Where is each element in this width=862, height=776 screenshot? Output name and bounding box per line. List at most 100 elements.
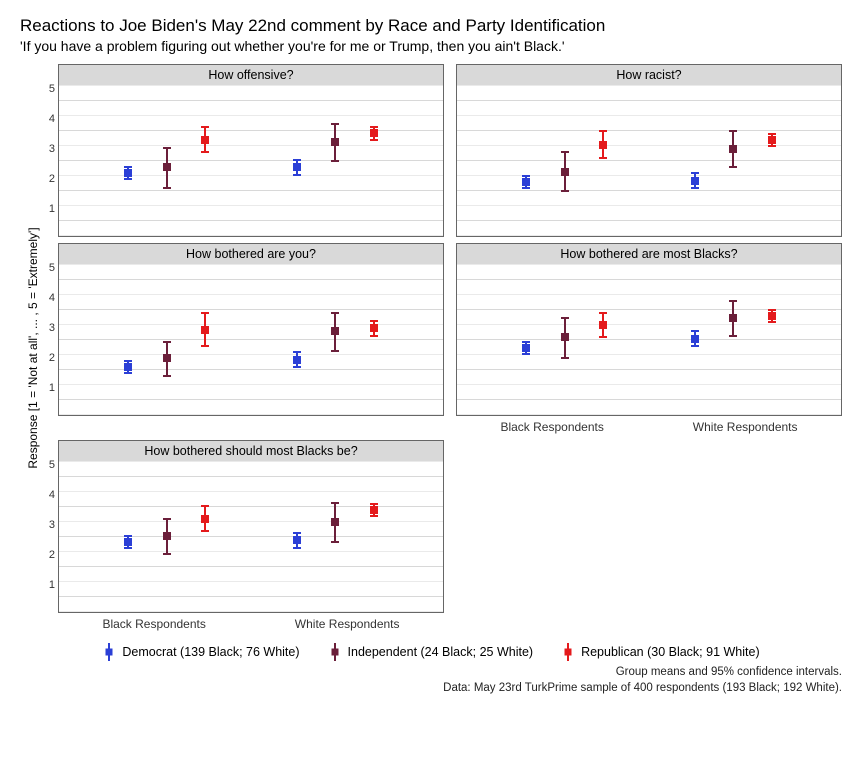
mean-marker: [163, 354, 171, 362]
panel-strip-title: How offensive?: [59, 65, 443, 86]
panel-strip-title: How bothered are most Blacks?: [457, 244, 841, 265]
y-tick-label: 3: [49, 143, 59, 155]
legend-marker-dot: [565, 649, 572, 656]
ci-cap: [522, 353, 530, 355]
ci-cap: [293, 174, 301, 176]
panel-plot-area: 12345: [59, 265, 443, 415]
mean-marker: [201, 515, 209, 523]
ci-cap: [729, 130, 737, 132]
mean-marker: [331, 518, 339, 526]
ci-cap: [331, 312, 339, 314]
gridline-minor: [457, 294, 841, 295]
ci-cap: [729, 300, 737, 302]
gridline-minor: [457, 354, 841, 355]
gridline-minor: [59, 115, 443, 116]
x-axis: Black Respondents White Respondents: [456, 416, 842, 434]
gridline-major: [457, 100, 841, 101]
panel: How offensive?12345: [58, 64, 444, 237]
mean-marker: [331, 327, 339, 335]
chart-title: Reactions to Joe Biden's May 22nd commen…: [20, 16, 842, 36]
mean-marker: [163, 532, 171, 540]
panel: How bothered are most Blacks?: [456, 243, 842, 416]
ci-cap: [163, 341, 171, 343]
mean-marker: [729, 314, 737, 322]
legend-label: Democrat (139 Black; 76 White): [122, 645, 299, 659]
ci-cap: [201, 151, 209, 153]
x-tick-label: White Respondents: [693, 420, 798, 434]
gridline-minor: [59, 521, 443, 522]
y-tick-label: 1: [49, 382, 59, 394]
mean-marker: [201, 326, 209, 334]
y-tick-label: 4: [49, 489, 59, 501]
ci-cap: [163, 553, 171, 555]
legend-label: Republican (30 Black; 91 White): [581, 645, 760, 659]
ci-cap: [370, 503, 378, 505]
caption-line-1: Group means and 95% confidence intervals…: [20, 665, 842, 681]
ci-cap: [370, 126, 378, 128]
gridline-major: [59, 130, 443, 131]
panel: How racist?: [456, 64, 842, 237]
ci-cap: [599, 312, 607, 314]
gridline-major: [59, 476, 443, 477]
mean-marker: [768, 136, 776, 144]
mean-marker: [522, 178, 530, 186]
ci-cap: [293, 532, 301, 534]
mean-marker: [124, 538, 132, 546]
gridline-minor: [59, 175, 443, 176]
panel: How bothered are you?12345: [58, 243, 444, 416]
mean-marker: [293, 536, 301, 544]
gridline-minor: [457, 264, 841, 265]
legend: Democrat (139 Black; 76 White) Independen…: [20, 643, 842, 661]
y-tick-label: 3: [49, 519, 59, 531]
legend-marker: [102, 643, 116, 661]
panel-plot-area: [457, 265, 841, 415]
ci-cap: [691, 172, 699, 174]
ci-cap: [522, 187, 530, 189]
x-axis: Black RespondentsWhite Respondents: [58, 613, 444, 631]
ci-cap: [201, 505, 209, 507]
chart-panel: How bothered are most Blacks? Black Respo…: [456, 243, 842, 434]
chart-panel: How bothered should most Blacks be?12345…: [58, 440, 444, 631]
y-tick-label: 4: [49, 113, 59, 125]
y-tick-label: 5: [49, 262, 59, 274]
gridline-major: [59, 279, 443, 280]
gridline-minor: [59, 324, 443, 325]
panel-plot-area: 12345: [59, 86, 443, 236]
chart-panel: How racist?: [456, 64, 842, 237]
gridline-minor: [457, 205, 841, 206]
ci-cap: [163, 518, 171, 520]
gridline-minor: [457, 175, 841, 176]
ci-cap: [729, 166, 737, 168]
mean-marker: [331, 138, 339, 146]
gridline-minor: [457, 145, 841, 146]
ci-cap: [561, 357, 569, 359]
y-tick-label: 4: [49, 292, 59, 304]
ci-cap: [201, 530, 209, 532]
gridline-major: [457, 309, 841, 310]
gridline-major: [457, 399, 841, 400]
ci-cap: [561, 190, 569, 192]
ci-cap: [768, 145, 776, 147]
gridline-major: [457, 130, 841, 131]
y-axis-label: Response [1 = 'Not at all', ... , 5 = 'E…: [26, 227, 40, 468]
gridline-major: [457, 160, 841, 161]
ci-cap: [599, 336, 607, 338]
gridline-minor: [59, 611, 443, 612]
legend-marker: [561, 643, 575, 661]
ci-cap: [370, 320, 378, 322]
x-tick-label: Black Respondents: [500, 420, 603, 434]
legend-label: Independent (24 Black; 25 White): [348, 645, 534, 659]
gridline-major: [59, 536, 443, 537]
gridline-minor: [457, 115, 841, 116]
caption-line-2: Data: May 23rd TurkPrime sample of 400 r…: [20, 681, 842, 697]
ci-cap: [370, 515, 378, 517]
panel: How bothered should most Blacks be?12345: [58, 440, 444, 613]
ci-cap: [691, 330, 699, 332]
gridline-major: [59, 100, 443, 101]
x-tick-label: Black Respondents: [102, 617, 205, 631]
ci-cap: [768, 309, 776, 311]
gridline-minor: [59, 354, 443, 355]
ci-cap: [201, 345, 209, 347]
gridline-major: [59, 220, 443, 221]
legend-marker: [328, 643, 342, 661]
